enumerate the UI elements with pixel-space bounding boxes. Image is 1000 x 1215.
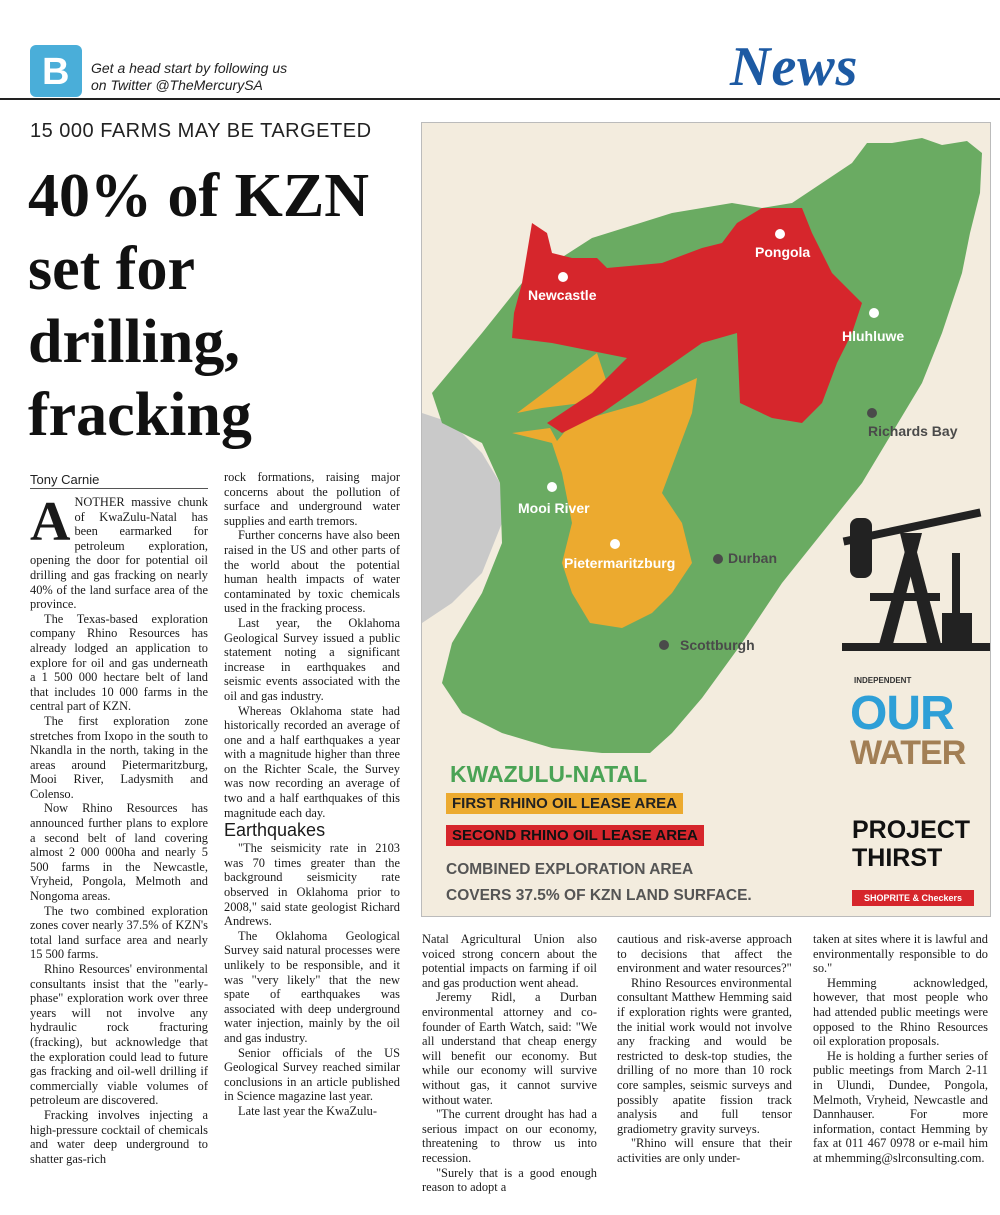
paragraph: Late last year the KwaZulu- bbox=[238, 1103, 377, 1118]
kzn-map-graphic: Newcastle Pongola Hluhluwe Richards Bay … bbox=[421, 122, 991, 917]
paragraph: He is holding a further series of public… bbox=[813, 1048, 988, 1165]
province-shape bbox=[432, 138, 982, 753]
city-dot-durban bbox=[713, 554, 723, 564]
paragraph: Last year, the Oklahoma Geological Surve… bbox=[224, 615, 400, 703]
paragraph: The first exploration zone stretches fro… bbox=[30, 713, 208, 801]
paragraph: Rhino Resources' environmental consultan… bbox=[30, 962, 208, 1108]
byline: Tony Carnie bbox=[30, 472, 100, 487]
paragraph: Whereas Oklahoma state had historically … bbox=[224, 703, 400, 820]
paragraph-text: NOTHER massive chunk of KwaZulu-Natal ha… bbox=[30, 495, 208, 612]
city-dot-richards-bay bbox=[867, 408, 877, 418]
twitter-promo-line2: on Twitter @TheMercurySA bbox=[91, 77, 263, 93]
article-kicker: 15 000 FARMS MAY BE TARGETED bbox=[30, 120, 372, 142]
twitter-bird-logo-icon: B bbox=[30, 45, 82, 97]
article-headline: 40% of KZN set for drilling, fracking bbox=[28, 160, 408, 452]
paragraph: The Oklahoma Geological Survey said natu… bbox=[224, 928, 400, 1045]
legend-note-line: COVERS 37.5% OF KZN LAND SURFACE. bbox=[446, 887, 752, 904]
city-label-scottburgh: Scottburgh bbox=[680, 637, 755, 653]
thirst-line: THIRST bbox=[852, 844, 943, 872]
water-text: WATER bbox=[850, 734, 966, 772]
paragraph: Hemming acknowledged, however, that most… bbox=[813, 975, 988, 1049]
paragraph: The Texas-based exploration company Rhin… bbox=[30, 611, 208, 714]
legend-second-lease: SECOND RHINO OIL LEASE AREA bbox=[446, 825, 704, 846]
legend-note-line: COMBINED EXPLORATION AREA bbox=[446, 861, 694, 878]
headline-line: 40% of KZN bbox=[28, 162, 369, 230]
subheading: Earthquakes bbox=[224, 820, 326, 841]
city-dot-mooi-river bbox=[547, 482, 557, 492]
city-label-pietermaritzburg: Pietermaritzburg bbox=[564, 555, 676, 571]
paragraph: Natal Agricultural Union also voiced str… bbox=[422, 932, 597, 990]
paragraph: Rhino Resources environmental consultant… bbox=[617, 975, 792, 1136]
paragraph: taken at sites where it is lawful and en… bbox=[813, 932, 988, 976]
map-legend-title: KWAZULU-NATAL bbox=[450, 761, 648, 787]
article-column-5: taken at sites where it is lawful and en… bbox=[813, 932, 988, 1166]
city-dot-scottburgh bbox=[659, 640, 669, 650]
our-text: OUR bbox=[850, 687, 955, 740]
paragraph: "Rhino will ensure that their activities… bbox=[617, 1136, 792, 1165]
city-label-hluhluwe: Hluhluwe bbox=[842, 328, 905, 344]
article-column-2: rock formations, raising major concerns … bbox=[224, 470, 400, 1119]
city-dot-newcastle bbox=[558, 272, 568, 282]
neighbour-region bbox=[422, 413, 502, 623]
city-label-richards-bay: Richards Bay bbox=[868, 423, 958, 439]
paragraph: Jeremy Ridl, a Durban environmental atto… bbox=[422, 990, 597, 1107]
second-lease-area bbox=[512, 208, 862, 433]
paragraph: cautious and risk-averse approach to dec… bbox=[617, 932, 792, 976]
twitter-promo-text: Get a head start by following us on Twit… bbox=[91, 60, 287, 94]
article-column-3: Natal Agricultural Union also voiced str… bbox=[422, 932, 597, 1195]
paragraph: A NOTHER massive chunk of KwaZulu-Natal h… bbox=[30, 491, 208, 612]
headline-line: drilling, bbox=[28, 308, 240, 376]
twitter-promo-line1: Get a head start by following us bbox=[91, 60, 288, 76]
legend-first-lease: FIRST RHINO OIL LEASE AREA bbox=[446, 793, 684, 814]
city-dot-pietermaritzburg bbox=[610, 539, 620, 549]
sponsor-bar: SHOPRITE & Checkers bbox=[852, 890, 974, 906]
legend-note: COMBINED EXPLORATION AREA COVERS 37.5% O… bbox=[446, 857, 752, 909]
map-drawing bbox=[422, 138, 990, 753]
drop-cap: A bbox=[30, 491, 71, 553]
paragraph: "Surely that is a good enough reason to … bbox=[422, 1165, 597, 1195]
city-dot-pongola bbox=[775, 229, 785, 239]
article-column-1: A NOTHER massive chunk of KwaZulu-Natal h… bbox=[30, 491, 208, 1166]
headline-line: set for bbox=[28, 235, 195, 303]
city-dot-hluhluwe bbox=[869, 308, 879, 318]
byline-divider bbox=[30, 488, 208, 489]
project-thirst-text: PROJECT THIRST bbox=[852, 816, 970, 872]
city-label-mooi-river: Mooi River bbox=[518, 500, 590, 516]
section-title: News bbox=[730, 36, 859, 98]
paragraph: Now Rhino Resources has announced furthe… bbox=[30, 801, 208, 904]
headline-line: fracking bbox=[28, 381, 252, 449]
article-column-4: cautious and risk-averse approach to dec… bbox=[617, 932, 792, 1166]
oil-pump-jack-icon bbox=[842, 508, 990, 651]
city-label-newcastle: Newcastle bbox=[528, 287, 597, 303]
independent-label: INDEPENDENT bbox=[854, 676, 912, 685]
project-line: PROJECT bbox=[852, 816, 971, 844]
paragraph: Senior officials of the US Geological Su… bbox=[224, 1045, 400, 1104]
city-label-durban: Durban bbox=[728, 550, 777, 566]
paragraph: Fracking involves injecting a high-press… bbox=[30, 1107, 208, 1166]
paragraph: The two combined exploration zones cover… bbox=[30, 903, 208, 962]
paragraph: "The seismicity rate in 2103 was 70 time… bbox=[224, 841, 400, 929]
first-lease-area bbox=[512, 353, 697, 628]
paragraph: rock formations, raising major concerns … bbox=[224, 470, 400, 528]
header-divider bbox=[0, 98, 1000, 100]
paragraph: Further concerns have also been raised i… bbox=[224, 528, 400, 616]
paragraph: "The current drought has had a serious i… bbox=[422, 1107, 597, 1165]
city-label-pongola: Pongola bbox=[755, 244, 811, 260]
